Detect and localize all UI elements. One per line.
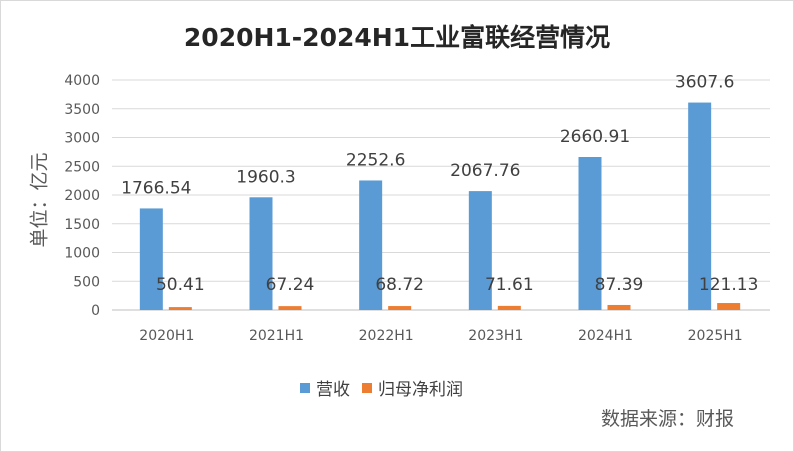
bar-net-profit <box>717 303 741 310</box>
data-source: 数据来源：财报 <box>600 408 734 430</box>
bar-revenue <box>578 156 602 310</box>
chart-title: 2020H1-2024H1工业富联经营情况 <box>183 23 611 52</box>
legend-swatch-net-profit <box>362 382 372 393</box>
x-tick-label: 2022H1 <box>359 328 414 344</box>
bar-net-profit <box>168 307 192 310</box>
data-label-net-profit: 68.72 <box>375 275 424 295</box>
y-tick-label: 500 <box>73 274 100 290</box>
x-tick-label: 2020H1 <box>139 328 194 344</box>
y-tick-label: 2500 <box>64 159 100 175</box>
y-tick-label: 1500 <box>64 217 100 233</box>
bar-net-profit <box>497 305 521 310</box>
x-tick-label: 2025H1 <box>688 328 743 344</box>
bar-revenue <box>468 191 492 310</box>
legend-label-revenue: 营收 <box>316 380 350 400</box>
y-tick-label: 1000 <box>64 246 100 262</box>
legend-swatch-revenue <box>300 382 310 393</box>
data-label-revenue: 1766.54 <box>121 178 191 198</box>
data-label-net-profit: 87.39 <box>595 275 644 295</box>
data-label-revenue: 2252.6 <box>346 150 405 170</box>
bar-revenue <box>249 197 273 310</box>
data-label-net-profit: 71.61 <box>485 275 534 295</box>
x-tick-label: 2023H1 <box>468 328 523 344</box>
legend-item-revenue: 营收 <box>300 375 350 400</box>
bar-revenue <box>359 180 383 310</box>
y-tick-label: 3500 <box>64 102 100 118</box>
y-tick-label: 0 <box>91 303 100 319</box>
legend: 营收 归母净利润 <box>300 375 475 400</box>
data-label-revenue: 2067.76 <box>450 161 520 181</box>
x-tick-label: 2021H1 <box>249 328 304 344</box>
data-label-net-profit: 67.24 <box>266 275 315 295</box>
x-tick-label: 2024H1 <box>578 328 633 344</box>
data-label-revenue: 1960.3 <box>236 167 295 187</box>
y-tick-label: 4000 <box>64 73 100 89</box>
data-label-net-profit: 50.41 <box>156 275 205 295</box>
bar-net-profit <box>607 304 631 310</box>
bar-net-profit <box>278 306 302 310</box>
data-label-net-profit: 121.13 <box>699 275 758 295</box>
y-tick-label: 3000 <box>64 131 100 147</box>
y-tick-label: 2000 <box>64 188 100 204</box>
data-label-revenue: 2660.91 <box>560 127 630 147</box>
bar-net-profit <box>388 306 412 310</box>
legend-item-net-profit: 归母净利润 <box>362 375 463 400</box>
bar-revenue <box>139 208 163 310</box>
bar-revenue <box>688 102 712 310</box>
legend-label-net-profit: 归母净利润 <box>378 380 463 400</box>
data-label-revenue: 3607.6 <box>675 73 734 93</box>
